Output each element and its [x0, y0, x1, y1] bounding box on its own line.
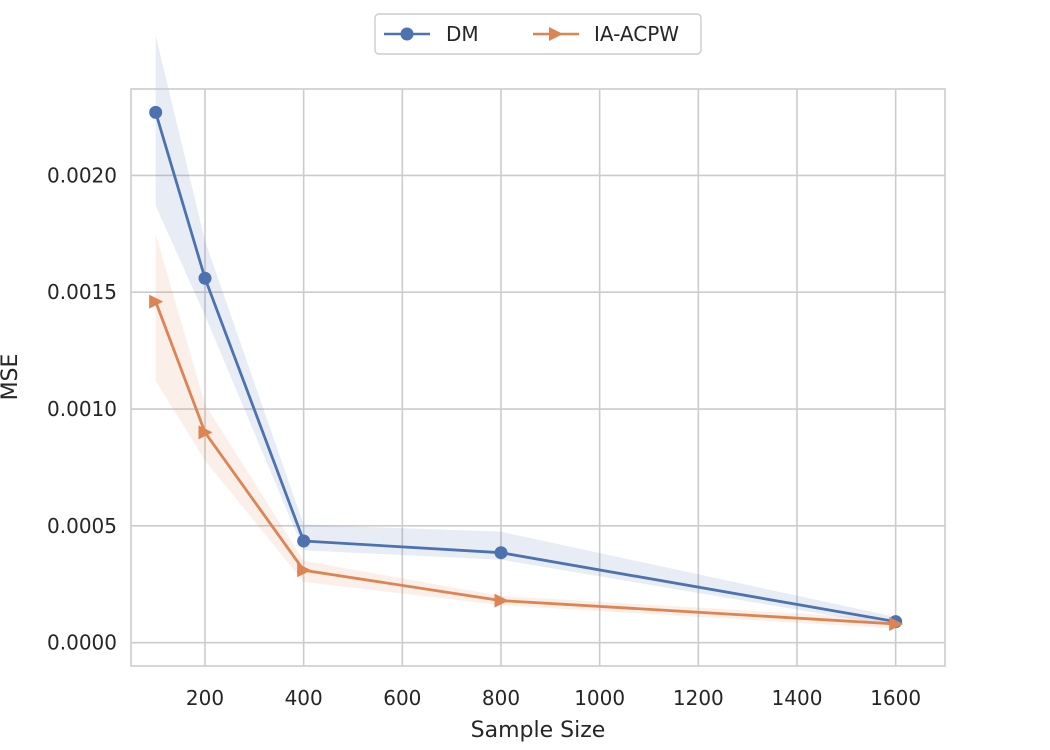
x-axis-label: Sample Size — [471, 718, 606, 743]
y-axis-label: MSE — [0, 354, 23, 401]
y-tick-label: 0.0020 — [47, 163, 117, 187]
point-ia-acpw — [297, 563, 312, 578]
legend-entry-dm: DM — [384, 22, 479, 46]
series-markers — [149, 105, 904, 631]
legend: DM IA-ACPW — [374, 13, 702, 55]
x-tick-label: 1200 — [673, 686, 724, 710]
y-tick-label: 0.0015 — [47, 280, 117, 304]
x-tick-label: 600 — [383, 686, 421, 710]
x-tick-label: 800 — [482, 686, 520, 710]
point-dm — [494, 546, 508, 560]
point-dm — [198, 271, 212, 285]
legend-marker-ia-acpw — [549, 27, 563, 41]
plot-frame — [130, 88, 946, 667]
point-dm — [149, 105, 163, 119]
x-tick-label: 1400 — [772, 686, 823, 710]
x-tick-label: 1600 — [870, 686, 921, 710]
y-tick-labels: 0.0000 0.0005 0.0010 0.0015 0.0020 — [47, 163, 117, 654]
y-tick-label: 0.0010 — [47, 397, 117, 421]
x-tick-label: 400 — [285, 686, 323, 710]
x-tick-label: 1000 — [574, 686, 625, 710]
point-dm — [297, 534, 311, 548]
x-tick-labels: 200 400 600 800 1000 1200 1400 1600 — [186, 686, 921, 710]
legend-entry-ia-acpw: IA-ACPW — [533, 22, 679, 46]
point-ia-acpw — [198, 425, 213, 440]
point-ia-acpw — [889, 616, 904, 631]
y-tick-label: 0.0005 — [47, 514, 117, 538]
legend-label-ia-acpw: IA-ACPW — [594, 22, 679, 46]
grid-lines — [131, 89, 945, 666]
point-ia-acpw — [494, 593, 509, 608]
y-tick-label: 0.0000 — [47, 631, 117, 655]
point-ia-acpw — [149, 294, 164, 309]
legend-marker-dm — [400, 27, 414, 41]
legend-label-dm: DM — [446, 22, 479, 46]
x-tick-label: 200 — [186, 686, 224, 710]
